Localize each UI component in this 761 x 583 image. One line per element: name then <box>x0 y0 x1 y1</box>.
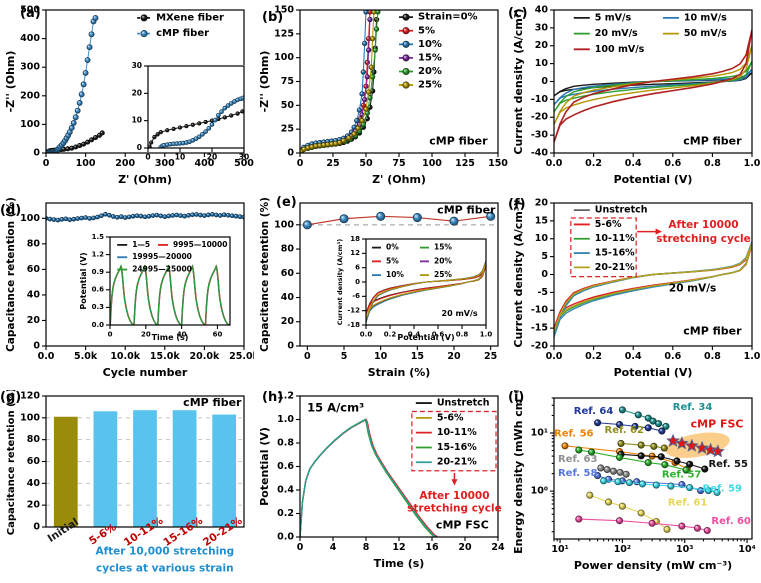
panel-g-letter: (g) <box>0 390 22 405</box>
panel-g-chart <box>0 390 254 583</box>
panel-b-letter: (b) <box>262 10 284 25</box>
panel-e-letter: (e) <box>276 195 297 210</box>
panel-c-letter: (c) <box>508 6 528 21</box>
panel-i: (i) <box>508 390 761 583</box>
panel-c-chart <box>508 0 761 195</box>
panel-d-chart <box>0 195 254 390</box>
panel-i-letter: (i) <box>508 390 525 405</box>
panel-a: (a) <box>0 0 254 195</box>
panel-h: (h) <box>254 390 508 583</box>
panel-d: (d) <box>0 195 254 390</box>
panel-a-chart <box>0 0 254 195</box>
panel-c: (c) <box>508 0 761 195</box>
panel-f-letter: (f) <box>508 197 526 212</box>
panel-h-letter: (h) <box>262 390 284 405</box>
panel-e-chart <box>254 195 508 390</box>
panel-g: (g) <box>0 390 254 583</box>
panel-f-chart <box>508 195 761 390</box>
panel-i-chart <box>508 390 761 583</box>
panel-e: (e) <box>254 195 508 390</box>
panel-a-letter: (a) <box>20 6 41 21</box>
panel-d-letter: (d) <box>0 203 22 218</box>
panel-b: (b) <box>254 0 508 195</box>
panel-b-chart <box>254 0 508 195</box>
panel-f: (f) <box>508 195 761 390</box>
panel-h-chart <box>254 390 508 583</box>
